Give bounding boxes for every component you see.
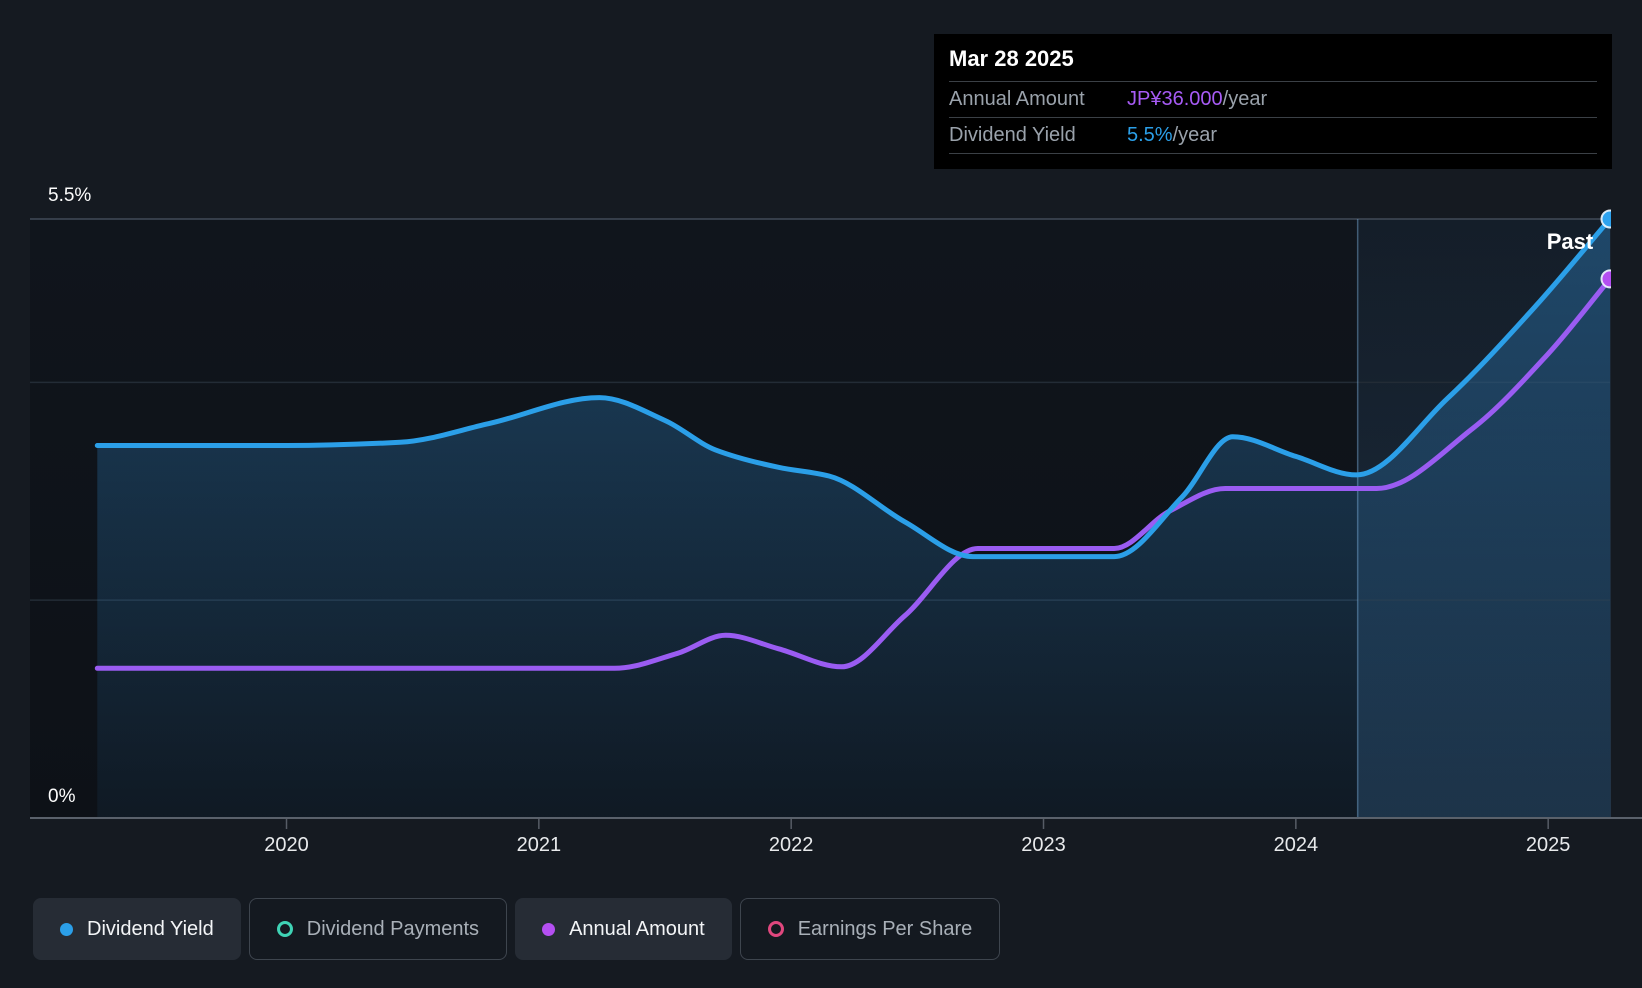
legend-label: Annual Amount: [569, 917, 705, 940]
chart-legend: Dividend Yield Dividend Payments Annual …: [33, 898, 1001, 960]
legend-item-annual-amount[interactable]: Annual Amount: [515, 898, 732, 960]
x-axis-label-2025: 2025: [1526, 834, 1571, 856]
dividend-yield-dot-icon: [60, 922, 73, 936]
y-axis-label-max: 5.5%: [48, 185, 91, 206]
legend-label: Dividend Yield: [87, 917, 214, 940]
legend-item-dividend-yield[interactable]: Dividend Yield: [33, 898, 241, 960]
tooltip-row-dividend-yield: Dividend Yield 5.5% /year: [949, 118, 1597, 154]
x-axis-label-2020: 2020: [264, 834, 309, 856]
tooltip-label: Annual Amount: [949, 88, 1085, 110]
tooltip-date: Mar 28 2025: [949, 36, 1597, 82]
past-label: Past: [1547, 229, 1594, 254]
dividend-yield-end-marker[interactable]: [1600, 209, 1619, 229]
tooltip-value: 5.5%: [1127, 124, 1173, 146]
tooltip-value: JP¥36.000: [1127, 88, 1223, 110]
x-axis-label-2023: 2023: [1021, 834, 1066, 856]
dividend-payments-ring-icon: [276, 921, 293, 937]
x-axis-label-2022: 2022: [769, 834, 814, 856]
y-axis-label-zero: 0%: [48, 786, 76, 807]
legend-label: Dividend Payments: [306, 917, 480, 940]
tooltip-suffix: /year: [1172, 124, 1218, 146]
legend-item-earnings-per-share[interactable]: Earnings Per Share: [739, 898, 1001, 960]
annual-amount-dot-icon: [542, 922, 556, 936]
chart-tooltip: Mar 28 2025 Annual Amount JP¥36.000 /yea…: [934, 34, 1612, 169]
x-axis-label-2024: 2024: [1274, 834, 1319, 856]
legend-item-dividend-payments[interactable]: Dividend Payments: [248, 898, 508, 960]
tooltip-suffix: /year: [1222, 88, 1268, 110]
tooltip-label: Dividend Yield: [949, 124, 1076, 146]
dividend-yield-line: [94, 216, 1611, 560]
legend-label: Earnings Per Share: [797, 917, 973, 940]
tooltip-row-annual-amount: Annual Amount JP¥36.000 /year: [949, 82, 1597, 118]
earnings-per-share-ring-icon: [767, 921, 784, 937]
annual-amount-line: [94, 276, 1611, 671]
x-axis-label-2021: 2021: [517, 834, 562, 856]
annual-amount-end-marker[interactable]: [1600, 269, 1619, 289]
